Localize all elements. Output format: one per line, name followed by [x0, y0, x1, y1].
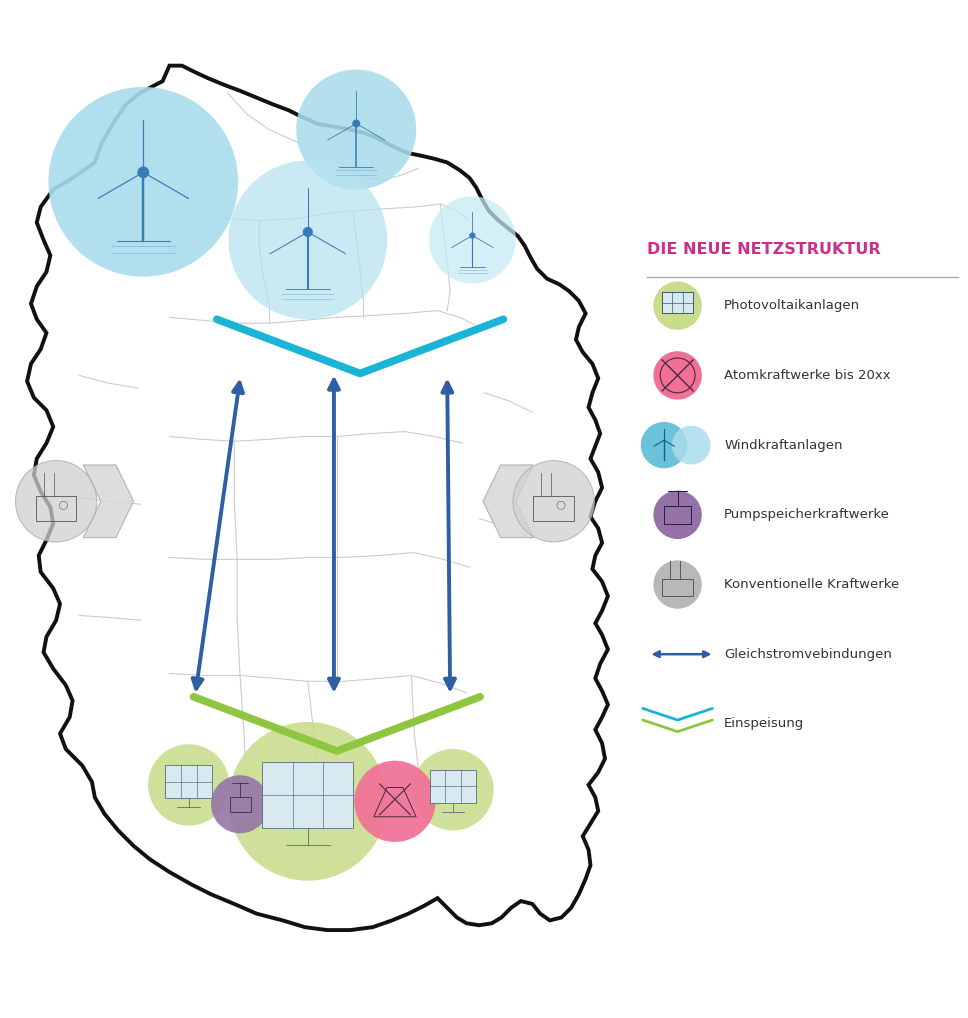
Text: Photovoltaikanlagen: Photovoltaikanlagen: [724, 299, 861, 313]
Circle shape: [429, 196, 516, 283]
Circle shape: [672, 426, 711, 464]
Circle shape: [138, 167, 148, 177]
Circle shape: [412, 749, 494, 831]
Circle shape: [653, 491, 702, 539]
Bar: [166, 765, 212, 798]
Bar: [662, 292, 693, 314]
Text: Atomkraftwerke bis 20xx: Atomkraftwerke bis 20xx: [724, 369, 891, 382]
Circle shape: [354, 760, 436, 842]
Circle shape: [48, 87, 238, 277]
Circle shape: [653, 560, 702, 609]
Polygon shape: [83, 465, 134, 538]
Polygon shape: [27, 65, 608, 930]
Circle shape: [228, 722, 387, 881]
Bar: [229, 797, 251, 811]
Circle shape: [470, 233, 474, 238]
Bar: [533, 496, 574, 521]
Bar: [36, 496, 76, 521]
Circle shape: [653, 282, 702, 330]
Circle shape: [296, 69, 416, 189]
Circle shape: [148, 744, 229, 826]
Circle shape: [513, 460, 594, 542]
Bar: [662, 578, 693, 597]
Circle shape: [228, 161, 387, 320]
Polygon shape: [483, 465, 533, 538]
Circle shape: [353, 120, 359, 127]
Bar: [430, 770, 476, 803]
Bar: [262, 762, 353, 828]
Text: DIE NEUE NETZSTRUKTUR: DIE NEUE NETZSTRUKTUR: [647, 242, 880, 258]
Text: Pumpspeicherkraftwerke: Pumpspeicherkraftwerke: [724, 508, 890, 521]
Circle shape: [15, 460, 97, 542]
Bar: [664, 506, 691, 523]
Text: Einspeisung: Einspeisung: [724, 718, 804, 730]
Circle shape: [641, 421, 687, 468]
Circle shape: [653, 351, 702, 400]
Text: Gleichstromvebindungen: Gleichstromvebindungen: [724, 647, 892, 661]
Text: Windkraftanlagen: Windkraftanlagen: [724, 439, 842, 452]
Text: Konventionelle Kraftwerke: Konventionelle Kraftwerke: [724, 578, 899, 591]
Circle shape: [303, 228, 313, 236]
Circle shape: [211, 775, 269, 834]
